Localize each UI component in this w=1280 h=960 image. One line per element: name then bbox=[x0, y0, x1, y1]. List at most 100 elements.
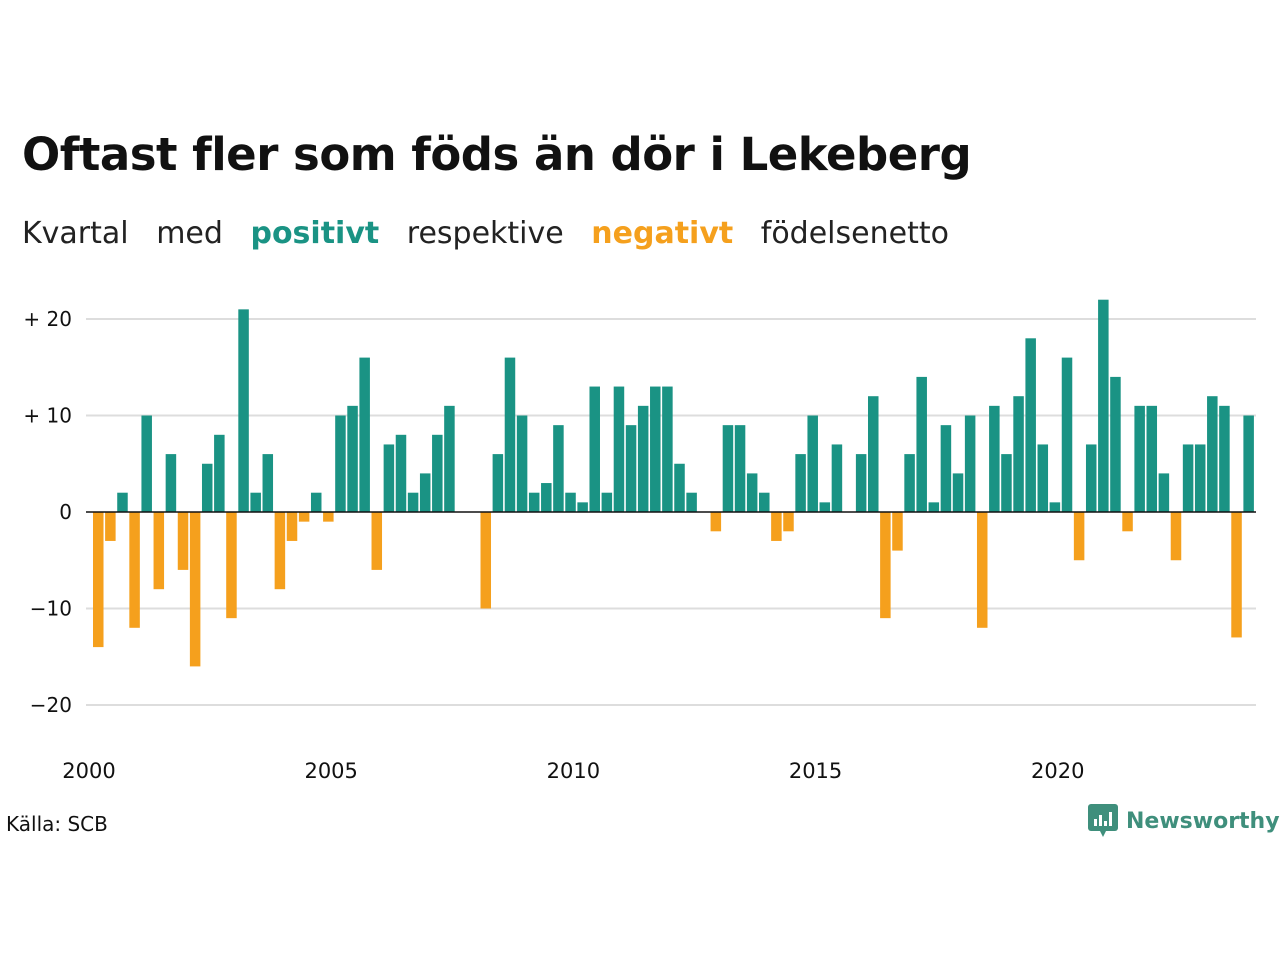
bar-positive bbox=[904, 454, 915, 512]
bar-negative bbox=[226, 512, 237, 618]
bar-positive bbox=[1183, 444, 1194, 512]
bar-positive bbox=[1038, 444, 1049, 512]
bar-negative bbox=[178, 512, 189, 570]
bar-positive bbox=[735, 425, 746, 512]
bar-negative bbox=[711, 512, 722, 531]
bar-positive bbox=[965, 416, 976, 513]
bar-positive bbox=[832, 444, 843, 512]
bar-negative bbox=[481, 512, 492, 609]
bar-positive bbox=[117, 493, 128, 512]
bar-positive bbox=[1098, 300, 1109, 512]
brand-logo: Newsworthy bbox=[1088, 804, 1280, 838]
bar-positive bbox=[747, 473, 758, 512]
bar-positive bbox=[674, 464, 685, 512]
bar-negative bbox=[977, 512, 988, 628]
bar-positive bbox=[1243, 416, 1254, 513]
y-tick-label: + 10 bbox=[23, 404, 72, 428]
bar-positive bbox=[214, 435, 225, 512]
bar-negative bbox=[372, 512, 383, 570]
bar-negative bbox=[1074, 512, 1085, 560]
bar-positive bbox=[238, 309, 249, 512]
bar-negative bbox=[129, 512, 140, 628]
bar-negative bbox=[105, 512, 116, 541]
bar-positive bbox=[638, 406, 649, 512]
bar-positive bbox=[141, 416, 152, 513]
bar-positive bbox=[347, 406, 358, 512]
bar-positive bbox=[589, 387, 600, 512]
bar-positive bbox=[408, 493, 419, 512]
bars bbox=[93, 300, 1254, 667]
bar-positive bbox=[1013, 396, 1024, 512]
bar-positive bbox=[1050, 502, 1061, 512]
x-tick-label: 2000 bbox=[62, 759, 115, 783]
bar-positive bbox=[795, 454, 806, 512]
bar-positive bbox=[565, 493, 576, 512]
bar-negative bbox=[1231, 512, 1242, 637]
bar-positive bbox=[941, 425, 952, 512]
bar-positive bbox=[1001, 454, 1012, 512]
bar-positive bbox=[929, 502, 940, 512]
bar-negative bbox=[892, 512, 903, 551]
bar-positive bbox=[553, 425, 564, 512]
bar-positive bbox=[202, 464, 213, 512]
bar-positive bbox=[335, 416, 346, 513]
bar-positive bbox=[662, 387, 673, 512]
bar-negative bbox=[287, 512, 298, 541]
bar-positive bbox=[529, 493, 540, 512]
y-tick-label: −20 bbox=[30, 693, 72, 717]
bar-positive bbox=[384, 444, 395, 512]
bar-positive bbox=[953, 473, 964, 512]
bar-positive bbox=[723, 425, 734, 512]
source-note: Källa: SCB bbox=[6, 812, 108, 836]
bar-positive bbox=[856, 454, 867, 512]
bar-positive bbox=[1219, 406, 1230, 512]
bar-positive bbox=[820, 502, 831, 512]
bar-positive bbox=[505, 358, 516, 512]
bar-positive bbox=[1195, 444, 1206, 512]
x-tick-label: 2020 bbox=[1031, 759, 1084, 783]
bar-positive bbox=[602, 493, 613, 512]
bar-positive bbox=[396, 435, 407, 512]
bar-positive bbox=[1134, 406, 1145, 512]
bar-positive bbox=[311, 493, 322, 512]
bar-positive bbox=[868, 396, 879, 512]
bar-negative bbox=[93, 512, 104, 647]
x-tick-label: 2005 bbox=[304, 759, 357, 783]
bar-positive bbox=[577, 502, 588, 512]
bar-negative bbox=[771, 512, 782, 541]
bar-positive bbox=[263, 454, 274, 512]
bar-positive bbox=[517, 416, 528, 513]
x-tick-label: 2010 bbox=[547, 759, 600, 783]
newsworthy-logo-icon bbox=[1088, 804, 1118, 838]
bar-positive bbox=[1062, 358, 1073, 512]
bar-negative bbox=[1171, 512, 1182, 560]
bar-chart: + 20 + 10 0 −10 −20 2000 2005 2010 2015 2020 bbox=[0, 0, 1280, 800]
bar-positive bbox=[359, 358, 370, 512]
bar-positive bbox=[432, 435, 443, 512]
bar-negative bbox=[323, 512, 334, 522]
brand-name: Newsworthy bbox=[1126, 809, 1280, 834]
bar-positive bbox=[1025, 338, 1036, 512]
bar-positive bbox=[1207, 396, 1218, 512]
bar-positive bbox=[1110, 377, 1121, 512]
bar-positive bbox=[420, 473, 431, 512]
y-tick-label: −10 bbox=[30, 597, 72, 621]
bar-positive bbox=[989, 406, 1000, 512]
bar-positive bbox=[444, 406, 455, 512]
bar-positive bbox=[626, 425, 637, 512]
bar-positive bbox=[650, 387, 661, 512]
x-tick-label: 2015 bbox=[789, 759, 842, 783]
bar-positive bbox=[807, 416, 818, 513]
bar-positive bbox=[1086, 444, 1097, 512]
bar-negative bbox=[299, 512, 310, 522]
bar-negative bbox=[154, 512, 165, 589]
bar-positive bbox=[250, 493, 261, 512]
bar-positive bbox=[686, 493, 697, 512]
bar-positive bbox=[493, 454, 504, 512]
bar-positive bbox=[541, 483, 552, 512]
bar-negative bbox=[1122, 512, 1133, 531]
bar-positive bbox=[166, 454, 177, 512]
bar-positive bbox=[614, 387, 625, 512]
bar-negative bbox=[275, 512, 286, 589]
bar-negative bbox=[880, 512, 891, 618]
